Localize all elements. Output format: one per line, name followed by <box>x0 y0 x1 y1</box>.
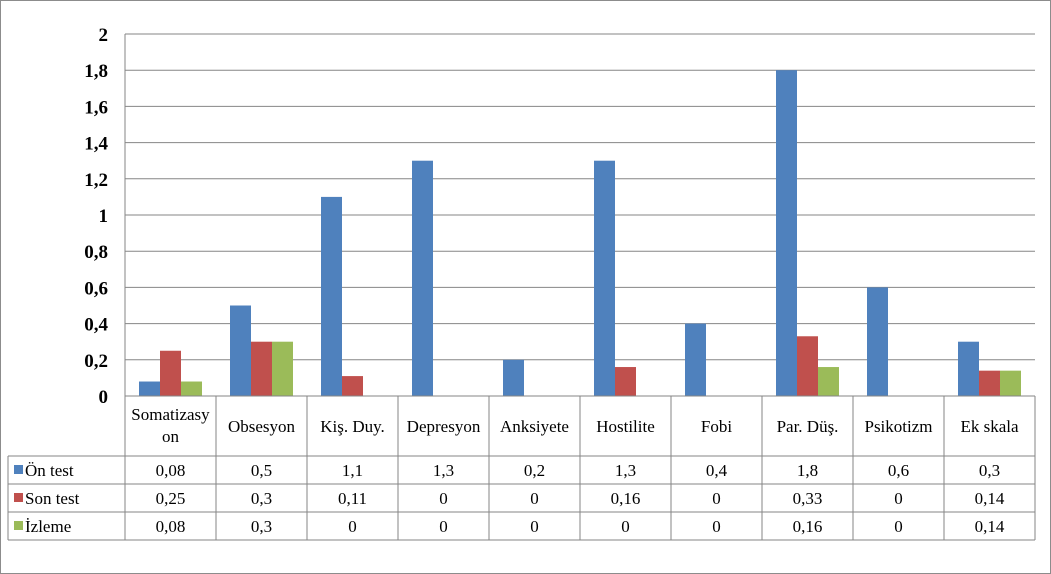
bar <box>867 287 888 396</box>
bar <box>594 160 615 396</box>
table-value: 0 <box>712 517 721 536</box>
table-value: 0,08 <box>156 517 186 536</box>
series-name: İzleme <box>25 517 71 536</box>
bar <box>797 336 818 396</box>
table-value: 1,3 <box>433 461 454 480</box>
table-value: 0,4 <box>706 461 728 480</box>
y-tick-label: 0,6 <box>84 278 108 299</box>
table-value: 0,25 <box>156 489 186 508</box>
legend-key <box>14 493 23 502</box>
category-label: Anksiyete <box>500 417 569 436</box>
table-value: 0 <box>439 489 448 508</box>
bar <box>1000 370 1021 396</box>
y-tick-label: 1,6 <box>84 97 108 118</box>
category-label: Kiş. Duy. <box>320 417 385 436</box>
table-value: 0 <box>348 517 357 536</box>
y-tick-label: 1,2 <box>84 170 108 191</box>
series-name: Ön test <box>25 461 74 480</box>
bar <box>181 381 202 396</box>
bar <box>412 160 433 396</box>
y-tick-label: 1,4 <box>84 134 108 155</box>
y-tick-label: 1,8 <box>84 61 108 82</box>
table-value: 1,1 <box>342 461 363 480</box>
y-tick-label: 0,4 <box>84 315 108 336</box>
bar <box>251 341 272 396</box>
category-label: Obsesyon <box>228 417 296 436</box>
table-value: 0 <box>621 517 630 536</box>
table-value: 0,16 <box>611 489 641 508</box>
table-value: 0 <box>530 517 539 536</box>
table-value: 0 <box>530 489 539 508</box>
bar <box>230 305 251 396</box>
table-value: 1,8 <box>797 461 818 480</box>
bar <box>685 323 706 396</box>
bar <box>342 376 363 396</box>
bar <box>615 367 636 396</box>
table-value: 0,3 <box>251 517 272 536</box>
table-value: 0,14 <box>975 489 1005 508</box>
legend-key <box>14 465 23 474</box>
table-value: 0,5 <box>251 461 272 480</box>
y-tick-label: 0,2 <box>84 351 108 372</box>
table-value: 0,2 <box>524 461 545 480</box>
table-value: 0,16 <box>793 517 823 536</box>
y-tick-label: 2 <box>99 25 109 46</box>
table-value: 0,08 <box>156 461 186 480</box>
table-value: 0,33 <box>793 489 823 508</box>
table-value: 0,3 <box>251 489 272 508</box>
series-name: Son test <box>25 489 80 508</box>
table-value: 1,3 <box>615 461 636 480</box>
table-value: 0 <box>894 489 903 508</box>
bar <box>776 70 797 396</box>
bar <box>321 196 342 396</box>
category-label: Hostilite <box>596 417 655 436</box>
bar <box>979 370 1000 396</box>
category-label: Fobi <box>701 417 732 436</box>
y-tick-label: 0 <box>99 387 109 408</box>
category-label: Ek skala <box>960 417 1019 436</box>
table-value: 0 <box>894 517 903 536</box>
table-value: 0 <box>712 489 721 508</box>
table-value: 0,14 <box>975 517 1005 536</box>
category-label: Depresyon <box>407 417 481 436</box>
table-value: 0,11 <box>338 489 367 508</box>
bar <box>139 381 160 396</box>
table-value: 0,3 <box>979 461 1000 480</box>
bar <box>958 341 979 396</box>
y-tick-label: 0,8 <box>84 242 108 263</box>
category-label: Somatizasy on <box>131 405 210 446</box>
y-tick-label: 1 <box>99 206 109 227</box>
bar <box>503 359 524 396</box>
table-value: 0 <box>439 517 448 536</box>
bar <box>272 341 293 396</box>
bar <box>818 367 839 396</box>
legend-key <box>14 521 23 530</box>
category-label: Psikotizm <box>864 417 932 436</box>
bar <box>160 350 181 396</box>
category-label: Par. Düş. <box>777 417 839 436</box>
table-value: 0,6 <box>888 461 909 480</box>
